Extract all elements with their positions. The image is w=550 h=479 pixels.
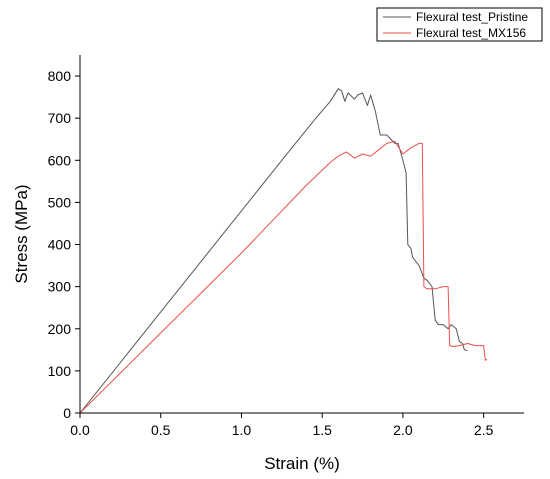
x-tick-label: 1.5 [312,422,332,438]
x-tick-label: 2.0 [393,422,413,438]
plot-series [79,88,488,414]
y-ticks: 0 100 200 300 400 500 600 700 800 [48,68,80,421]
x-tick-label: 2.5 [474,422,494,438]
x-tick-label: 0.0 [70,422,90,438]
legend: Flexural test_Pristine Flexural test_MX1… [376,7,543,42]
y-tick-label: 300 [48,279,72,295]
y-tick-label: 700 [48,110,72,126]
legend-label-mx156: Flexural test_MX156 [416,26,526,40]
legend-box [376,7,543,42]
x-tick-label: 1.0 [232,422,252,438]
y-tick-label: 0 [63,405,71,421]
y-tick-label: 400 [48,237,72,253]
axes [79,55,524,414]
series-line-pristine [79,88,468,414]
y-tick-label: 600 [48,152,72,168]
series-line-mx156 [79,140,488,414]
legend-label-pristine: Flexural test_Pristine [416,10,528,24]
x-axis-title: Strain (%) [264,454,340,473]
x-ticks: 0.0 0.5 1.0 1.5 2.0 2.5 [70,413,494,438]
y-tick-label: 800 [48,68,72,84]
x-tick-label: 0.5 [151,422,171,438]
y-tick-label: 200 [48,321,72,337]
y-tick-label: 500 [48,194,72,210]
y-tick-label: 100 [48,363,72,379]
y-axis-title: Stress (MPa) [12,184,31,283]
